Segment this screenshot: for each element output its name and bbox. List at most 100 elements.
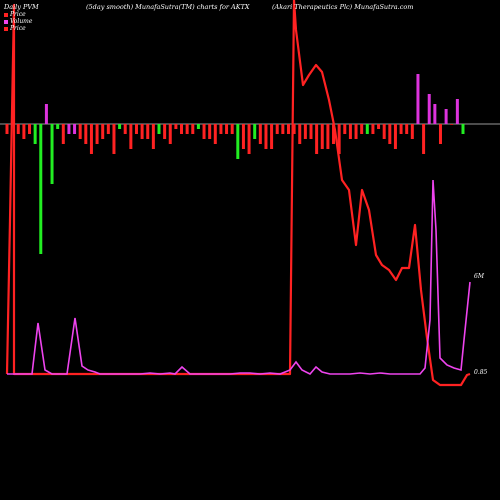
pvm-bar <box>455 99 459 124</box>
volume-line <box>7 179 471 375</box>
pvm-bar <box>348 124 352 139</box>
pvm-bar <box>247 124 251 154</box>
pvm-bar <box>112 124 116 154</box>
price-scale-label: 0.85 <box>474 369 488 376</box>
pvm-bar <box>123 124 127 134</box>
pvm-bar <box>438 124 442 144</box>
pvm-bar <box>309 124 313 139</box>
pvm-bar <box>163 124 167 139</box>
pvm-bar <box>95 124 99 144</box>
pvm-bar <box>450 124 454 125</box>
header-center: (5day smooth) MunafaSutra(TM) charts for… <box>86 3 250 11</box>
pvm-bar <box>360 124 364 134</box>
pvm-bar <box>61 124 65 144</box>
pvm-bar <box>399 124 403 134</box>
pvm-bar <box>292 124 296 134</box>
pvm-bar <box>28 124 32 134</box>
pvm-bar <box>326 124 330 149</box>
pvm-bar <box>56 124 60 129</box>
pvm-bar <box>101 124 105 139</box>
pvm-bar <box>275 124 279 134</box>
pvm-bars <box>5 74 465 254</box>
pvm-bar <box>208 124 212 139</box>
pvm-bar <box>230 124 234 134</box>
legend-item-price-2: Price <box>4 25 26 32</box>
legend-label-price: Price <box>10 11 26 18</box>
pvm-bar <box>371 124 375 134</box>
pvm-bar <box>213 124 217 144</box>
pvm-bar <box>343 124 347 134</box>
pvm-bar <box>16 124 20 134</box>
legend-item-price: Price <box>4 11 26 18</box>
pvm-bar <box>422 124 426 154</box>
pvm-bar <box>382 124 386 139</box>
pvm-bar <box>140 124 144 139</box>
pvm-bar <box>73 124 77 134</box>
legend-swatch-price <box>4 12 8 17</box>
pvm-bar <box>444 109 448 124</box>
pvm-bar <box>39 124 43 254</box>
pvm-bar <box>365 124 369 134</box>
pvm-bar <box>33 124 37 144</box>
pvm-bar <box>22 124 26 139</box>
legend-label-volume: Volume <box>10 18 33 25</box>
pvm-bar <box>298 124 302 144</box>
pvm-bar <box>202 124 206 139</box>
pvm-bar <box>106 124 110 134</box>
legend-item-volume: Volume <box>4 18 32 25</box>
pvm-bar <box>146 124 150 139</box>
pvm-bar <box>286 124 290 134</box>
legend-swatch-price-2 <box>4 26 8 31</box>
pvm-bar <box>191 124 195 134</box>
pvm-bar <box>174 124 178 129</box>
pvm-bar <box>84 124 88 144</box>
header-right: (Akari Therapeutics Plc) MunafaSutra.com <box>272 3 414 11</box>
legend-label-price-2: Price <box>10 25 26 32</box>
pvm-bar <box>354 124 358 139</box>
pvm-bar <box>129 124 133 149</box>
pvm-bar <box>168 124 172 144</box>
pvm-bar <box>270 124 274 149</box>
pvm-bar <box>315 124 319 154</box>
pvm-bar <box>219 124 223 134</box>
pvm-bar <box>405 124 409 134</box>
pvm-bar <box>157 124 161 134</box>
pvm-bar <box>258 124 262 144</box>
pvm-bar <box>433 104 437 124</box>
pvm-bar <box>134 124 138 134</box>
pvm-bar <box>281 124 285 134</box>
pvm-bar <box>303 124 307 139</box>
pvm-bar <box>388 124 392 144</box>
pvm-bar <box>236 124 240 159</box>
pvm-bar <box>44 104 48 124</box>
pvm-bar <box>151 124 155 149</box>
pvm-bar <box>118 124 122 129</box>
header-left: Daily PVM <box>4 3 39 11</box>
pvm-bar <box>89 124 93 154</box>
volume-scale-label: 6M <box>474 273 485 280</box>
pvm-bar <box>264 124 268 149</box>
pvm-bar <box>320 124 324 149</box>
pvm-bar <box>180 124 184 134</box>
pvm-bar <box>253 124 257 139</box>
pvm-bar <box>5 124 9 134</box>
pvm-bar <box>78 124 82 139</box>
pvm-bar <box>416 74 420 124</box>
pvm-bar <box>332 124 336 144</box>
pvm-bar <box>461 124 465 134</box>
pvm-bar <box>225 124 229 134</box>
pvm-bar <box>50 124 54 184</box>
pvm-bar <box>410 124 414 139</box>
pvm-bar <box>337 124 341 154</box>
pvm-bar <box>185 124 189 134</box>
pvm-bar <box>241 124 245 149</box>
pvm-bar <box>427 94 431 124</box>
volume-series-line <box>7 179 471 375</box>
pvm-bar <box>377 124 381 129</box>
pvm-bar <box>67 124 71 134</box>
pvm-bar <box>196 124 200 129</box>
pvm-bar <box>393 124 397 149</box>
legend-swatch-volume <box>4 19 8 24</box>
